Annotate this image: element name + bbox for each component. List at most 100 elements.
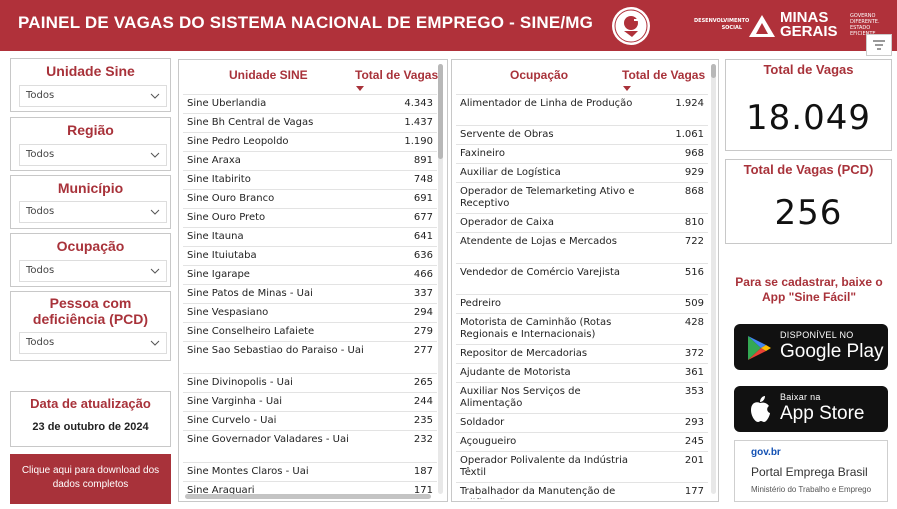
app-store-button[interactable]: Baixar na App Store: [734, 386, 888, 432]
row-label: Sine Araguari: [187, 485, 255, 494]
google-play-button[interactable]: DISPONÍVEL NO Google Play: [734, 324, 888, 370]
table-ocupacao: Ocupação Total de Vagas Alimentador de L…: [451, 59, 719, 502]
row-value: 810: [684, 217, 704, 228]
row-label: Auxiliar Nos Serviços de Alimentação: [460, 386, 581, 409]
table-row[interactable]: Sine Vespasiano 294: [183, 303, 437, 322]
filter-pcd: Pessoa com deficiência (PCD) Todos: [10, 291, 171, 361]
dropdown-value: Todos: [26, 265, 55, 276]
download-data-button[interactable]: Clique aqui para download dos dados comp…: [10, 454, 171, 504]
google-play-icon: [748, 336, 771, 360]
column-header-total[interactable]: Total de Vagas: [622, 68, 706, 82]
row-value: 466: [413, 269, 433, 280]
vertical-scrollbar[interactable]: [438, 64, 443, 494]
scrollbar-thumb[interactable]: [711, 64, 716, 78]
row-label: Sine Ouro Branco: [187, 193, 275, 204]
table-row[interactable]: Sine Ituiutaba 636: [183, 246, 437, 265]
horizontal-scrollbar[interactable]: [185, 494, 431, 499]
row-value: 428: [684, 317, 704, 328]
store-big-text: App Store: [780, 403, 865, 424]
table-row[interactable]: Sine Curvelo - Uai 235: [183, 411, 437, 430]
table-row[interactable]: Soldador 293: [456, 413, 708, 432]
row-label: Pedreiro: [460, 298, 502, 309]
table-row[interactable]: Auxiliar Nos Serviços de Alimentação 353: [456, 382, 708, 413]
row-value: 372: [684, 348, 704, 359]
row-value: 244: [413, 396, 433, 407]
portal-emprega-brasil-link[interactable]: gov.br Portal Emprega Brasil Ministério …: [734, 440, 888, 502]
row-value: 279: [413, 326, 433, 337]
table-row[interactable]: Sine Pedro Leopoldo 1.190: [183, 132, 437, 151]
table-row[interactable]: Sine Patos de Minas - Uai 337: [183, 284, 437, 303]
table-row[interactable]: Repositor de Mercadorias 372: [456, 344, 708, 363]
table-row[interactable]: Operador Polivalente da Indústria Têxtil…: [456, 451, 708, 482]
table-row[interactable]: Trabalhador da Manutenção de Edificações…: [456, 482, 708, 499]
row-value: 1.437: [404, 117, 433, 128]
table-row[interactable]: Operador de Telemarketing Ativo e Recept…: [456, 182, 708, 213]
filter-label: Unidade Sine: [46, 63, 135, 79]
table-row[interactable]: Auxiliar de Logística 929: [456, 163, 708, 182]
filter-label: Município: [57, 180, 124, 196]
filter-menu-button[interactable]: [866, 34, 892, 56]
table-row[interactable]: Sine Sao Sebastiao do Paraiso - Uai 277: [183, 341, 437, 373]
row-value: 353: [684, 386, 704, 397]
regiao-dropdown[interactable]: Todos: [19, 144, 167, 166]
row-value: 265: [413, 377, 433, 388]
row-label: Sine Ouro Preto: [187, 212, 266, 223]
row-value: 232: [413, 434, 433, 445]
table-row[interactable]: Sine Araxa 891: [183, 151, 437, 170]
pcd-dropdown[interactable]: Todos: [19, 332, 167, 354]
ocupacao-dropdown[interactable]: Todos: [19, 260, 167, 282]
row-label: Servente de Obras: [460, 129, 554, 140]
triangle-logo-icon: [748, 14, 776, 42]
table-row[interactable]: Alimentador de Linha de Produção 1.924: [456, 94, 708, 125]
table-row[interactable]: Operador de Caixa 810: [456, 213, 708, 232]
table-row[interactable]: Motorista de Caminhão (Rotas Regionais e…: [456, 313, 708, 344]
table-row[interactable]: Sine Igarape 466: [183, 265, 437, 284]
row-value: 1.190: [404, 136, 433, 147]
vertical-scrollbar[interactable]: [711, 64, 716, 494]
table-row[interactable]: Ajudante de Motorista 361: [456, 363, 708, 382]
kpi-total-card: Total de Vagas 18.049: [725, 59, 892, 151]
row-value: 677: [413, 212, 433, 223]
table-row[interactable]: Sine Ouro Branco 691: [183, 189, 437, 208]
sort-desc-icon: [623, 86, 631, 91]
row-value: 516: [684, 267, 704, 278]
table-row[interactable]: Atendente de Lojas e Mercados 722: [456, 232, 708, 263]
row-value: 4.343: [404, 98, 433, 109]
table-row[interactable]: Sine Araguari 171: [183, 481, 437, 494]
table-row[interactable]: Sine Bh Central de Vagas 1.437: [183, 113, 437, 132]
table-row[interactable]: Faxineiro 968: [456, 144, 708, 163]
table-row[interactable]: Sine Uberlandia 4.343: [183, 94, 437, 113]
row-label: Sine Igarape: [187, 269, 250, 280]
table-row[interactable]: Sine Varginha - Uai 244: [183, 392, 437, 411]
column-header-ocupacao[interactable]: Ocupação: [510, 68, 569, 82]
table-row[interactable]: Açougueiro 245: [456, 432, 708, 451]
table-row[interactable]: Sine Conselheiro Lafaiete 279: [183, 322, 437, 341]
table-row[interactable]: Sine Itauna 641: [183, 227, 437, 246]
row-value: 636: [413, 250, 433, 261]
row-value: 691: [413, 193, 433, 204]
portal-name: Portal Emprega Brasil: [751, 465, 868, 479]
scrollbar-thumb[interactable]: [438, 64, 443, 159]
filter-ocupacao: Ocupação Todos: [10, 233, 171, 287]
municipio-dropdown[interactable]: Todos: [19, 201, 167, 223]
column-header-total[interactable]: Total de Vagas: [355, 68, 439, 82]
table-row[interactable]: Sine Divinopolis - Uai 265: [183, 373, 437, 392]
filter-unidade-sine: Unidade Sine Todos: [10, 58, 171, 112]
row-label: Motorista de Caminhão (Rotas Regionais e…: [460, 317, 612, 340]
row-label: Sine Sao Sebastiao do Paraiso - Uai: [187, 345, 364, 356]
dropdown-value: Todos: [26, 206, 55, 217]
table-row[interactable]: Servente de Obras 1.061: [456, 125, 708, 144]
table-row[interactable]: Sine Governador Valadares - Uai 232: [183, 430, 437, 462]
unidade-sine-dropdown[interactable]: Todos: [19, 85, 167, 107]
portal-ministry: Ministério do Trabalho e Emprego: [751, 485, 872, 494]
table-row[interactable]: Vendedor de Comércio Varejista 516: [456, 263, 708, 294]
table-row[interactable]: Sine Ouro Preto 677: [183, 208, 437, 227]
kpi-total-value: 18.049: [746, 98, 871, 138]
filter-municipio: Município Todos: [10, 175, 171, 229]
table-row[interactable]: Pedreiro 509: [456, 294, 708, 313]
table-row[interactable]: Sine Itabirito 748: [183, 170, 437, 189]
page-title: PAINEL DE VAGAS DO SISTEMA NACIONAL DE E…: [18, 13, 594, 32]
filter-regiao: Região Todos: [10, 117, 171, 171]
table-row[interactable]: Sine Montes Claros - Uai 187: [183, 462, 437, 481]
column-header-unidade[interactable]: Unidade SINE: [229, 68, 308, 82]
